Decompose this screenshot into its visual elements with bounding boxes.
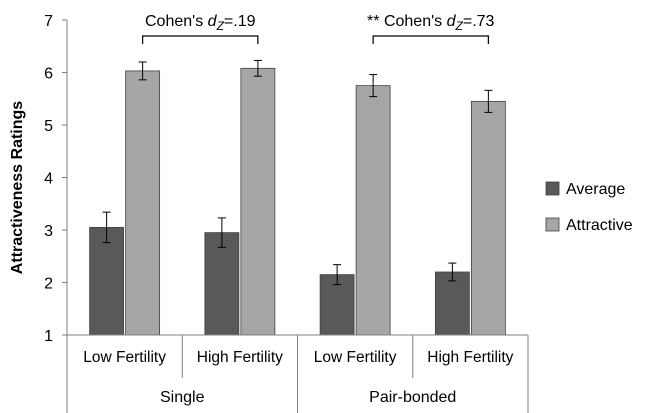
bar-average-0	[89, 226, 125, 336]
y-tick-label: 4	[44, 171, 53, 188]
y-tick-label: 7	[44, 13, 53, 30]
bar-attractive-1	[240, 67, 276, 336]
annotations: Cohen's dZ=.19 ** Cohen's dZ=.73	[142, 13, 495, 44]
y-tick-label: 1	[44, 328, 53, 345]
bar-average-1	[204, 232, 240, 336]
y-axis: 1 2 3 4 5 6 7	[44, 13, 68, 345]
legend-swatch-average	[545, 181, 560, 196]
x-category-label: High Fertility	[427, 349, 513, 366]
y-tick-label: 5	[44, 118, 53, 135]
x-group-label: Pair-bonded	[369, 389, 456, 406]
y-axis-label: Attractiveness Ratings	[9, 101, 26, 274]
bar-attractive-2	[355, 85, 391, 336]
comparison-bracket	[142, 35, 259, 44]
bar-attractive-0	[125, 70, 161, 336]
bars	[89, 67, 506, 336]
x-axis: Low Fertility High Fertility Single Low Fer…	[66, 334, 529, 413]
x-category-label: Low Fertility	[83, 349, 166, 366]
x-category-label: Low Fertility	[314, 349, 397, 366]
bar-average-3	[434, 271, 470, 336]
y-tick-label: 2	[44, 276, 53, 293]
effect-size-label: Cohen's dZ=.19	[145, 13, 256, 33]
x-category-label: High Fertility	[197, 349, 283, 366]
legend-label-attractive: Attractive	[566, 217, 633, 234]
legend-label-average: Average	[566, 181, 625, 198]
y-tick-label: 3	[44, 223, 53, 240]
error-bars	[102, 59, 493, 286]
y-tick-label: 6	[44, 66, 53, 83]
bar-attractive-3	[470, 100, 506, 336]
legend-swatch-attractive	[545, 217, 560, 232]
legend: Average Attractive	[545, 181, 633, 234]
x-group-label: Single	[160, 389, 205, 406]
comparison-bracket	[372, 35, 489, 44]
effect-size-label: ** Cohen's dZ=.73	[367, 13, 494, 33]
